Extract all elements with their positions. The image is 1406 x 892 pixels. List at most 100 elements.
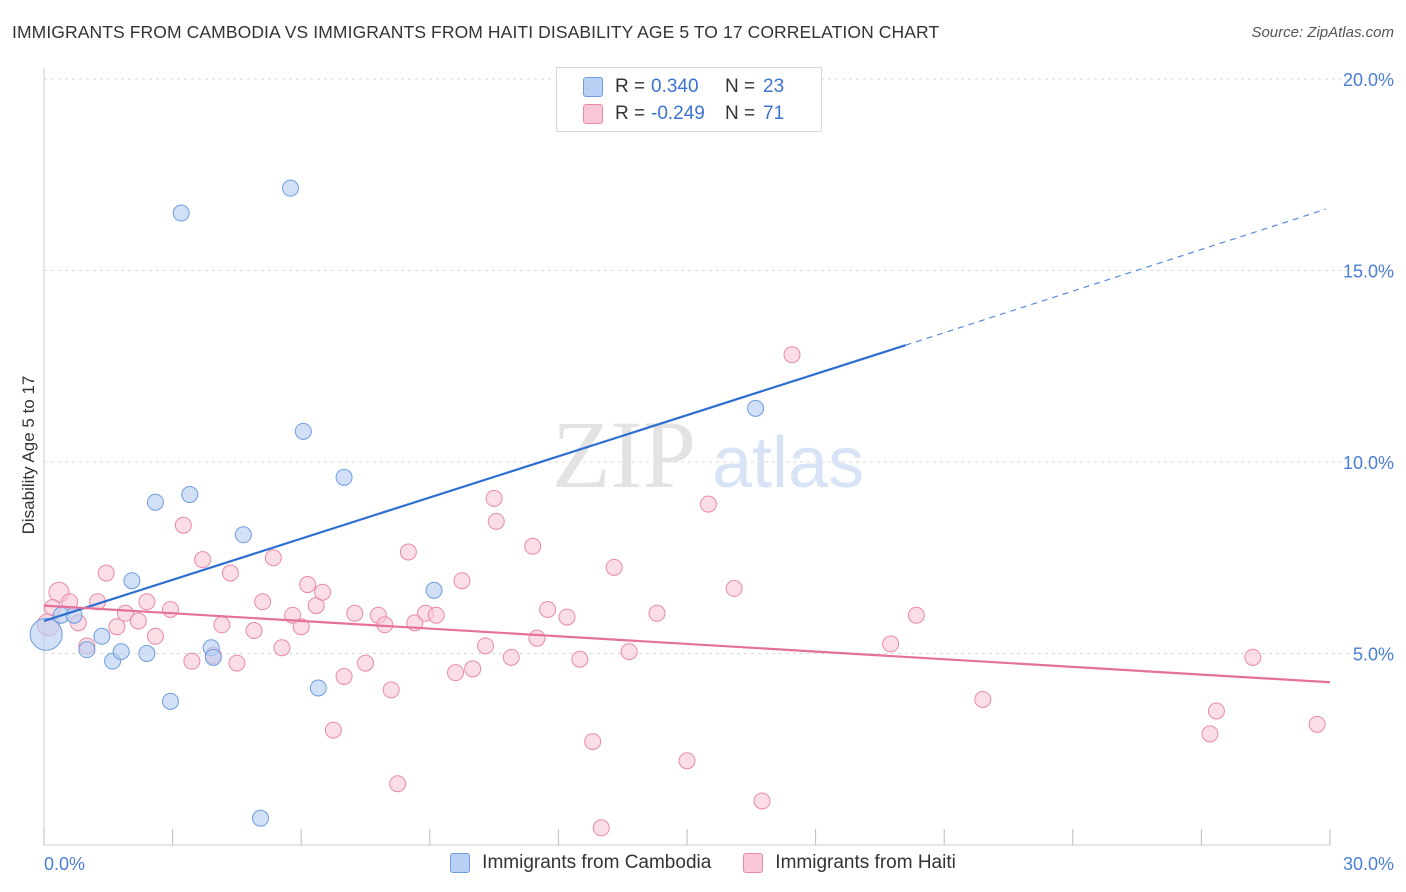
cambodia-point: [425, 581, 443, 599]
cambodia-point: [181, 486, 199, 504]
cambodia-point: [93, 627, 111, 645]
chart-title: IMMIGRANTS FROM CAMBODIA VS IMMIGRANTS F…: [12, 22, 940, 42]
trend-lines: [43, 208, 1331, 684]
y-axis-label: Disability Age 5 to 17: [19, 376, 38, 535]
haiti-point: [183, 652, 201, 670]
x-tick-label-max: 30.0%: [1343, 854, 1394, 874]
haiti-point: [453, 572, 471, 590]
haiti-point: [725, 579, 743, 597]
haiti-point: [335, 667, 353, 685]
haiti-point: [399, 543, 417, 561]
cambodia-legend-icon: [450, 853, 471, 873]
y-tick-label: 20.0%: [1343, 70, 1394, 90]
haiti-point: [1201, 725, 1219, 743]
haiti-point: [485, 489, 503, 507]
legend-item-haiti[interactable]: Immigrants from Haiti: [743, 852, 956, 874]
haiti-legend-icon: [743, 853, 764, 873]
haiti-point: [427, 606, 445, 624]
haiti-point: [753, 792, 771, 810]
haiti-point: [907, 606, 925, 624]
haiti-point: [699, 495, 717, 513]
haiti-point: [221, 564, 239, 582]
haiti-point: [292, 618, 310, 636]
cambodia-point: [335, 468, 353, 486]
haiti-point: [882, 635, 900, 653]
legend-label-cambodia: Immigrants from Cambodia: [482, 852, 712, 873]
series-legend: Immigrants from Cambodia Immigrants from…: [0, 852, 1406, 874]
cambodia-point: [172, 204, 190, 222]
watermark-atlas: atlas: [712, 423, 864, 503]
haiti-point: [357, 654, 374, 672]
haiti-point: [592, 819, 610, 837]
haiti-point: [138, 593, 156, 611]
haiti-point: [314, 583, 332, 601]
cambodia-point: [78, 641, 96, 659]
grid-lines: [44, 78, 1394, 654]
haiti-point: [464, 660, 482, 678]
haiti-point: [524, 537, 542, 555]
haiti-point: [264, 549, 282, 567]
cambodia-points: [29, 179, 765, 827]
y-tick-label: 5.0%: [1353, 645, 1394, 665]
legend-n-value: 23: [763, 76, 785, 97]
legend-row-haiti: R = -0.249 N = 71: [583, 101, 784, 127]
haiti-swatch-icon: [583, 104, 603, 124]
cambodia-point: [234, 526, 252, 544]
haiti-point: [254, 593, 272, 611]
haiti-point: [571, 650, 589, 668]
cambodia-point: [123, 572, 141, 590]
haiti-point: [389, 775, 407, 793]
stats-legend: R = 0.340 N = 23 R = -0.249 N = 71: [556, 67, 822, 132]
haiti-point: [213, 616, 231, 634]
haiti-point: [783, 346, 801, 364]
watermark-zip: ZIP: [552, 401, 696, 508]
legend-item-cambodia[interactable]: Immigrants from Cambodia: [450, 852, 711, 874]
cambodia-point: [281, 179, 299, 197]
haiti-point: [174, 516, 192, 534]
haiti-point: [558, 608, 576, 626]
cambodia-trend-extension: [905, 208, 1326, 346]
haiti-point: [108, 618, 126, 636]
axes: [43, 68, 1331, 846]
haiti-point: [194, 551, 212, 569]
cambodia-point: [138, 645, 156, 662]
haiti-point: [620, 643, 638, 661]
legend-r-label: R =: [615, 76, 646, 97]
haiti-trend-line: [43, 604, 1331, 684]
haiti-point: [161, 600, 179, 618]
cambodia-point: [112, 643, 130, 661]
haiti-point: [1244, 648, 1262, 666]
y-tick-label: 15.0%: [1343, 262, 1394, 282]
cambodia-point: [294, 422, 312, 440]
haiti-point: [299, 576, 317, 594]
haiti-point: [584, 733, 602, 751]
haiti-point: [146, 627, 164, 645]
cambodia-trend-line: [43, 344, 906, 622]
haiti-point: [1207, 702, 1225, 720]
legend-r-label: R =: [615, 103, 646, 124]
cambodia-point: [204, 648, 222, 666]
y-tick-label: 10.0%: [1343, 453, 1394, 473]
haiti-point: [228, 654, 246, 672]
x-tick-label-min: 0.0%: [44, 854, 85, 874]
legend-row-cambodia: R = 0.340 N = 23: [583, 74, 784, 100]
haiti-point: [447, 664, 465, 682]
cambodia-point: [146, 493, 164, 511]
haiti-point: [605, 558, 623, 576]
haiti-point: [487, 512, 505, 530]
haiti-point: [528, 629, 546, 647]
haiti-point: [129, 612, 147, 630]
haiti-point: [245, 622, 263, 640]
legend-r-value: 0.340: [651, 76, 699, 97]
y-tick-labels: 5.0% 10.0% 15.0% 20.0%: [1343, 70, 1394, 665]
haiti-point: [539, 600, 557, 618]
cambodia-swatch-icon: [583, 77, 603, 97]
cambodia-point: [29, 617, 63, 651]
haiti-point: [974, 690, 992, 708]
legend-n-value: 71: [763, 103, 785, 124]
source-label: Source: ZipAtlas.com: [1251, 24, 1394, 41]
cambodia-point: [747, 399, 765, 417]
haiti-point: [97, 564, 115, 582]
cambodia-point: [251, 809, 269, 827]
